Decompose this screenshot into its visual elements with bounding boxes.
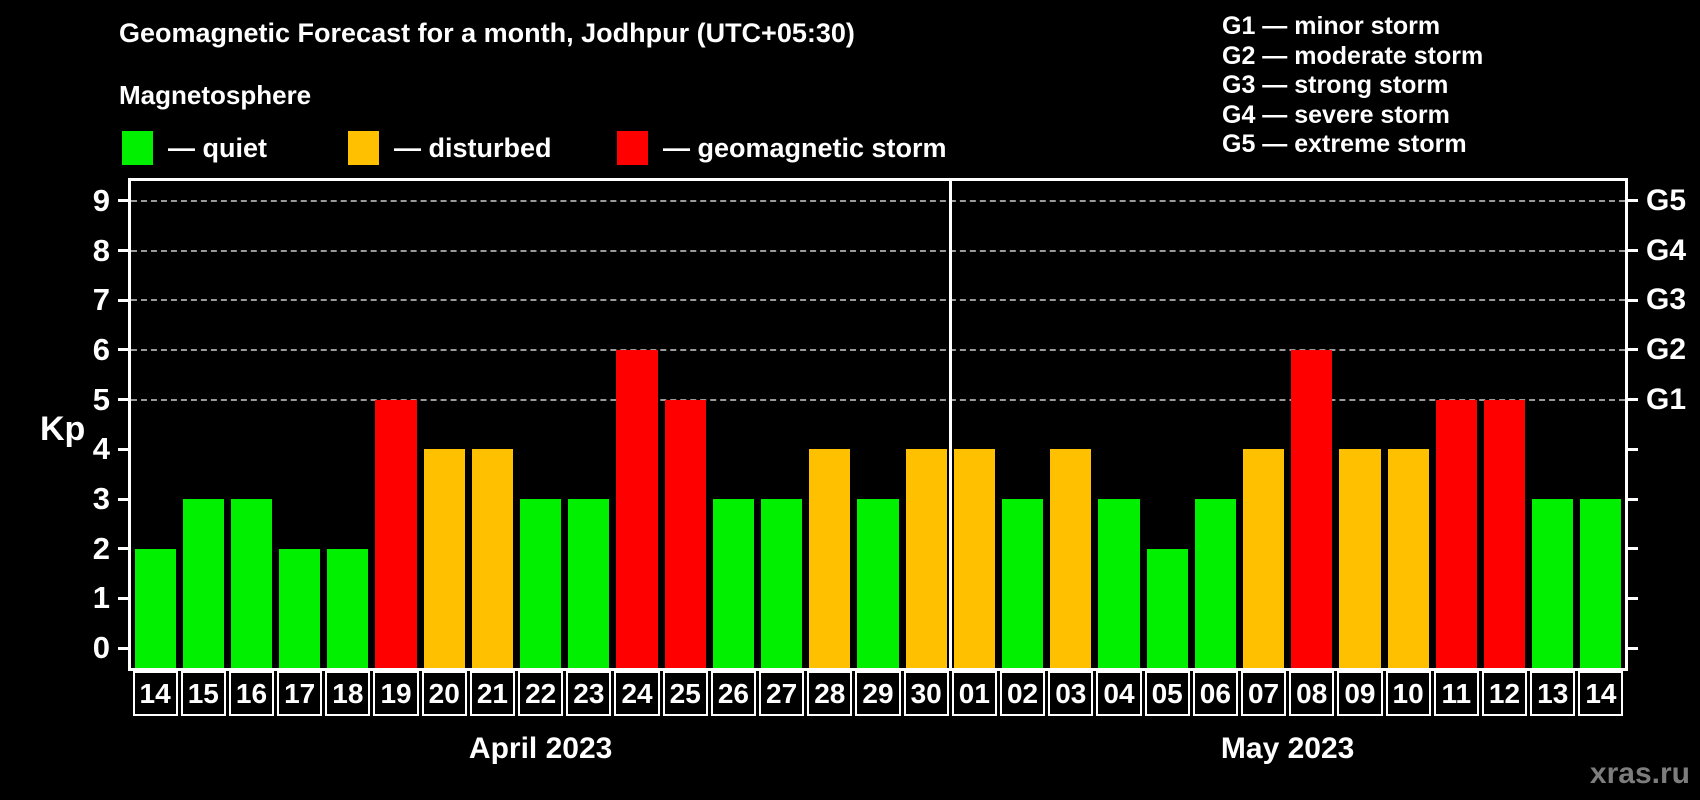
- date-cell: 09: [1337, 671, 1383, 716]
- right-axis-tick: [1628, 199, 1638, 203]
- g-scale-legend-line: G3 — strong storm: [1222, 71, 1449, 99]
- date-cell: 30: [903, 671, 949, 716]
- legend-label: — disturbed: [394, 132, 552, 163]
- y-axis-tick: [118, 398, 128, 402]
- y-axis-tick: [118, 646, 128, 650]
- right-axis-tick: [1628, 596, 1638, 600]
- g-scale-label: G2: [1646, 332, 1687, 366]
- page-title: Geomagnetic Forecast for a month, Jodhpu…: [119, 18, 855, 48]
- date-cell: 27: [759, 671, 805, 716]
- y-tick-label: 9: [92, 182, 110, 218]
- y-axis-title: Kp: [40, 410, 86, 448]
- g-scale-label: G5: [1646, 183, 1687, 217]
- date-cell: 11: [1433, 671, 1479, 716]
- g-scale-label: G1: [1646, 382, 1687, 416]
- magnetosphere-label: Magnetosphere: [119, 80, 312, 110]
- y-axis-tick: [118, 596, 128, 600]
- date-cell: 14: [1578, 671, 1624, 716]
- g-scale-legend: G1 — minor storm G2 — moderate storm G3 — …: [1222, 12, 1483, 160]
- y-axis-tick: [118, 447, 128, 451]
- legend-item-quiet: — quiet: [122, 131, 267, 165]
- y-axis-tick: [118, 497, 128, 501]
- y-tick-label: 1: [92, 580, 110, 616]
- y-tick-label: 3: [92, 481, 110, 517]
- date-cell: 26: [710, 671, 756, 716]
- date-cell: 03: [1048, 671, 1094, 716]
- date-cell: 25: [662, 671, 708, 716]
- plot-frame: [128, 178, 1628, 671]
- y-tick-label: 2: [92, 530, 110, 566]
- right-axis-tick: [1628, 547, 1638, 551]
- status-legend: — quiet — disturbed — geomagnetic storm: [0, 131, 1100, 171]
- right-axis-tick: [1628, 497, 1638, 501]
- date-cell: 20: [421, 671, 467, 716]
- disturbed-swatch-icon: [348, 131, 379, 165]
- right-axis-tick: [1628, 348, 1638, 352]
- legend-item-disturbed: — disturbed: [348, 131, 552, 165]
- g-scale-legend-line: G5 — extreme storm: [1222, 130, 1467, 158]
- date-cell: 08: [1289, 671, 1335, 716]
- date-cell: 29: [855, 671, 901, 716]
- g-scale-legend-line: G4 — severe storm: [1222, 100, 1450, 129]
- right-axis-tick: [1628, 249, 1638, 253]
- date-cell: 15: [180, 671, 226, 716]
- watermark: xras.ru: [1589, 757, 1690, 790]
- right-axis-tick: [1628, 447, 1638, 451]
- date-cell: 02: [999, 671, 1046, 716]
- date-cell: 04: [1096, 671, 1142, 716]
- month-label: April 2023: [468, 732, 613, 765]
- g-scale-legend-line: G2 — moderate storm: [1222, 41, 1484, 70]
- right-axis-tick: [1628, 398, 1638, 402]
- right-axis-tick: [1628, 646, 1638, 650]
- date-cell: 24: [614, 671, 660, 716]
- y-axis-tick: [118, 199, 128, 203]
- y-axis-tick: [118, 348, 128, 352]
- storm-swatch-icon: [617, 131, 648, 165]
- date-cell: 07: [1240, 671, 1287, 716]
- y-tick-label: 0: [92, 630, 110, 666]
- date-cell: 17: [277, 671, 323, 716]
- date-cell: 14: [132, 671, 178, 716]
- y-tick-label: 6: [92, 331, 110, 367]
- right-axis-tick: [1628, 298, 1638, 302]
- quiet-swatch-icon: [122, 131, 153, 165]
- legend-label: — geomagnetic storm: [663, 132, 947, 163]
- g-scale-legend-line: G1 — minor storm: [1222, 12, 1441, 40]
- date-cell: 06: [1192, 671, 1238, 716]
- date-cell: 18: [325, 671, 371, 716]
- y-axis-tick: [118, 547, 128, 551]
- legend-label: — quiet: [168, 132, 267, 163]
- date-cell: 28: [807, 671, 853, 716]
- y-axis-tick: [118, 298, 128, 302]
- date-cell: 12: [1481, 671, 1528, 716]
- date-cell: 16: [228, 671, 275, 716]
- date-cell: 05: [1144, 671, 1190, 716]
- y-axis-tick: [118, 249, 128, 253]
- date-cell: 13: [1530, 671, 1576, 716]
- date-cell: 10: [1385, 671, 1431, 716]
- date-cell: 23: [566, 671, 612, 716]
- legend-item-storm: — geomagnetic storm: [617, 131, 947, 165]
- date-cell: 19: [373, 671, 419, 716]
- date-cell: 22: [518, 671, 564, 716]
- month-label: May 2023: [1220, 732, 1355, 765]
- y-tick-label: 7: [92, 282, 110, 318]
- g-scale-label: G4: [1646, 233, 1687, 267]
- date-cell: 21: [469, 671, 516, 716]
- g-scale-label: G3: [1646, 283, 1687, 317]
- y-tick-label: 8: [92, 232, 110, 268]
- date-cell: 01: [951, 671, 997, 716]
